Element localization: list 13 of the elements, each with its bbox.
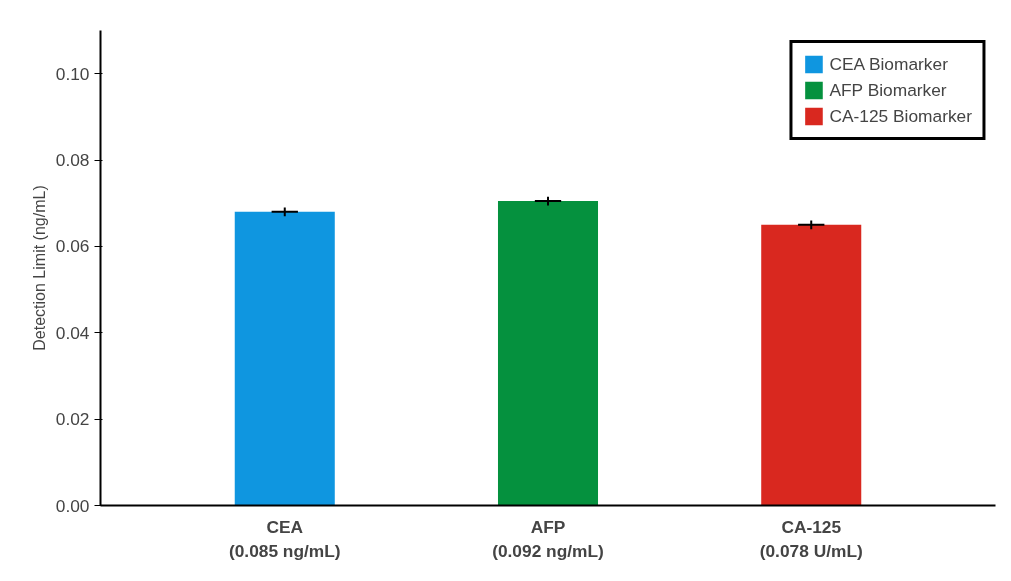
y-tick-label: 0.02 [55,409,90,430]
legend-label: AFP Biomarker [829,79,947,101]
y-tick-label: 0.06 [55,236,90,257]
y-tick-label: 0.04 [55,322,90,343]
y-axis-title: Detection Limit (ng/mL) [30,185,48,351]
x-tick-label: AFP (0.092 ng/mL) [492,516,604,561]
legend-label: CEA Biomarker [829,53,948,75]
x-tick-label: CEA (0.085 ng/mL) [228,516,341,561]
y-tick-label: 0.10 [55,63,90,84]
y-tick-label: 0.00 [55,495,90,516]
x-tick-label: CA-125 (0.078 U/mL) [759,516,863,561]
y-tick-label: 0.08 [55,150,90,171]
legend-label: CA-125 Biomarker [829,105,972,127]
